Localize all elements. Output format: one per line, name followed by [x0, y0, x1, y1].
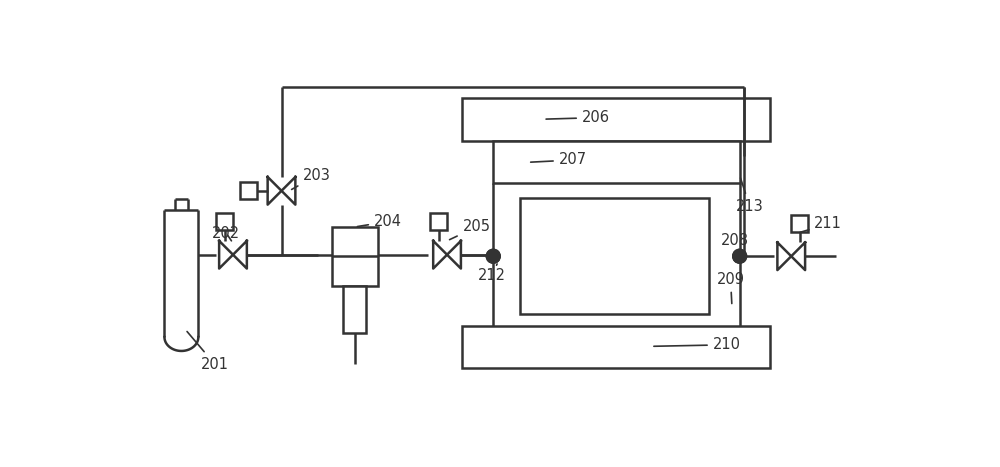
Text: 209: 209: [717, 272, 745, 304]
Text: 211: 211: [800, 216, 842, 233]
Text: 204: 204: [357, 214, 402, 229]
Circle shape: [486, 249, 500, 263]
Text: 208: 208: [720, 234, 748, 256]
Text: 205: 205: [450, 219, 490, 240]
Text: 201: 201: [187, 332, 229, 372]
Bar: [520, 198, 709, 314]
Text: 207: 207: [531, 153, 587, 168]
Bar: [216, 213, 233, 230]
Circle shape: [733, 249, 747, 263]
Bar: [240, 182, 257, 199]
Text: 202: 202: [212, 226, 240, 241]
Bar: [332, 227, 378, 285]
Text: 212: 212: [478, 264, 506, 283]
Circle shape: [486, 249, 500, 263]
Bar: [493, 141, 740, 183]
Bar: [462, 325, 770, 368]
Bar: [430, 213, 447, 230]
Bar: [343, 285, 366, 333]
Bar: [462, 99, 770, 141]
Text: 213: 213: [736, 178, 764, 214]
Text: 203: 203: [292, 168, 331, 190]
Text: 210: 210: [654, 337, 741, 352]
Bar: [791, 215, 808, 232]
Text: 206: 206: [546, 110, 610, 125]
Circle shape: [733, 249, 747, 263]
